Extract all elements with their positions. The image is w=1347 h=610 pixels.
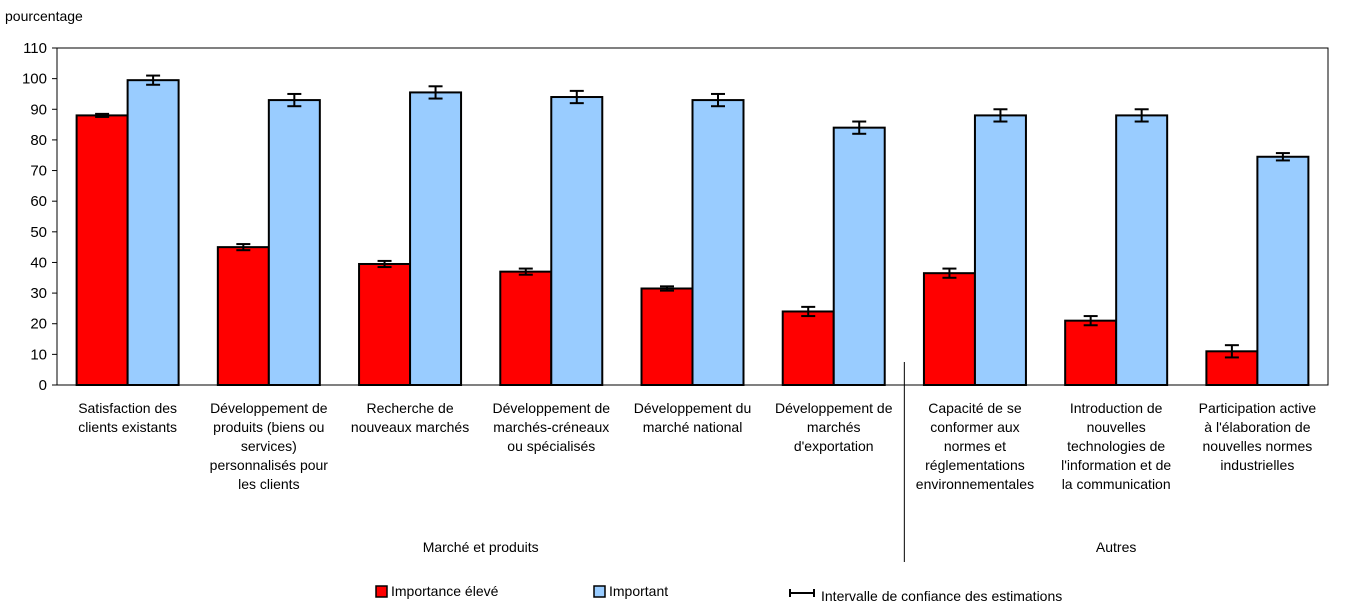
- x-tick-label: Développement de marchés d'exportation: [775, 400, 893, 454]
- error-bar: [1224, 344, 1239, 359]
- error-bar: [711, 92, 725, 108]
- bar: [1115, 114, 1169, 387]
- error-bar: [569, 89, 584, 105]
- legend-item: Importance élevé: [375, 583, 499, 599]
- error-bar: [801, 305, 816, 318]
- y-axis: 0 10 20 30 40 50 60 70 80 90 100 110: [22, 40, 57, 394]
- y-tick-label: 10: [30, 346, 47, 363]
- bar: [832, 126, 886, 387]
- bar: [126, 79, 180, 386]
- y-tick-label: 60: [30, 193, 47, 210]
- error-bar: [942, 267, 957, 279]
- y-tick-label: 50: [30, 224, 47, 241]
- bar: [781, 310, 835, 386]
- error-bar: [518, 267, 533, 276]
- bars: [75, 74, 1310, 387]
- y-tick-label: 40: [30, 254, 47, 271]
- error-bar: [993, 108, 1008, 123]
- bar: [973, 114, 1027, 387]
- error-bar: [1275, 152, 1290, 162]
- error-bar: [287, 92, 302, 108]
- error-bar: [95, 112, 110, 118]
- legend-swatch: [375, 585, 388, 598]
- x-tick-label: Satisfaction des clients existants: [78, 400, 177, 435]
- bar: [358, 262, 412, 386]
- plot-area-frame: [56, 47, 1329, 386]
- x-tick-label: Participation active à l'élaboration de no…: [1199, 400, 1317, 473]
- bar: [216, 246, 270, 386]
- category-groups: Marché et produits Autres: [423, 362, 1136, 562]
- error-bar: [236, 243, 251, 252]
- error-bar: [146, 74, 161, 86]
- legend-label: Important: [609, 583, 668, 599]
- error-bar: [852, 120, 867, 135]
- y-tick-label: 20: [30, 316, 47, 333]
- bar: [267, 99, 321, 386]
- x-axis-labels: Satisfaction des clients existants Dévelop…: [78, 400, 1316, 492]
- x-tick-label: Développement de marchés-créneaux ou spéci…: [493, 400, 611, 454]
- legend-label: Intervalle de confiance des estimations: [821, 588, 1062, 604]
- error-bar: [660, 285, 674, 292]
- y-tick-label: 100: [22, 71, 47, 88]
- error-bar: [1083, 315, 1098, 327]
- error-bar: [377, 259, 392, 269]
- bar: [499, 270, 553, 386]
- x-tick-label: Capacité de se conformer aux normes et régl…: [916, 400, 1034, 492]
- group-label: Autres: [1096, 539, 1136, 555]
- y-tick-label: 0: [39, 377, 47, 394]
- x-tick-label: Développement du marché national: [634, 400, 752, 435]
- error-bar: [428, 85, 443, 100]
- x-tick-label: Introduction de nouvelles technologies de l…: [1061, 400, 1171, 492]
- bar: [640, 287, 694, 386]
- x-tick-label: Développement de produits (biens ou servic…: [210, 400, 329, 492]
- legend-label: Importance élevé: [391, 583, 499, 599]
- y-tick-label: 70: [30, 163, 47, 180]
- group-label: Marché et produits: [423, 539, 539, 555]
- legend-item: Important: [593, 583, 668, 599]
- legend-item: Intervalle de confiance des estimations: [789, 588, 1062, 604]
- bar: [75, 114, 129, 387]
- bar: [922, 272, 976, 386]
- y-tick-label: 110: [23, 40, 47, 57]
- bar: [1064, 319, 1118, 386]
- legend: Importance élevé Important Intervalle de c…: [375, 583, 1062, 604]
- y-tick-label: 80: [30, 132, 47, 149]
- y-tick-label: 30: [30, 285, 47, 302]
- error-bar-icon: [789, 589, 815, 597]
- error-bar: [1134, 108, 1149, 123]
- bar: [550, 96, 604, 386]
- bar: [409, 91, 463, 386]
- legend-swatch: [593, 585, 606, 598]
- y-tick-label: 90: [30, 101, 47, 118]
- bar: [691, 99, 745, 386]
- bar: [1256, 155, 1310, 386]
- x-tick-label: Recherche de nouveaux marchés: [351, 400, 469, 435]
- y-axis-label: pourcentage: [5, 8, 83, 24]
